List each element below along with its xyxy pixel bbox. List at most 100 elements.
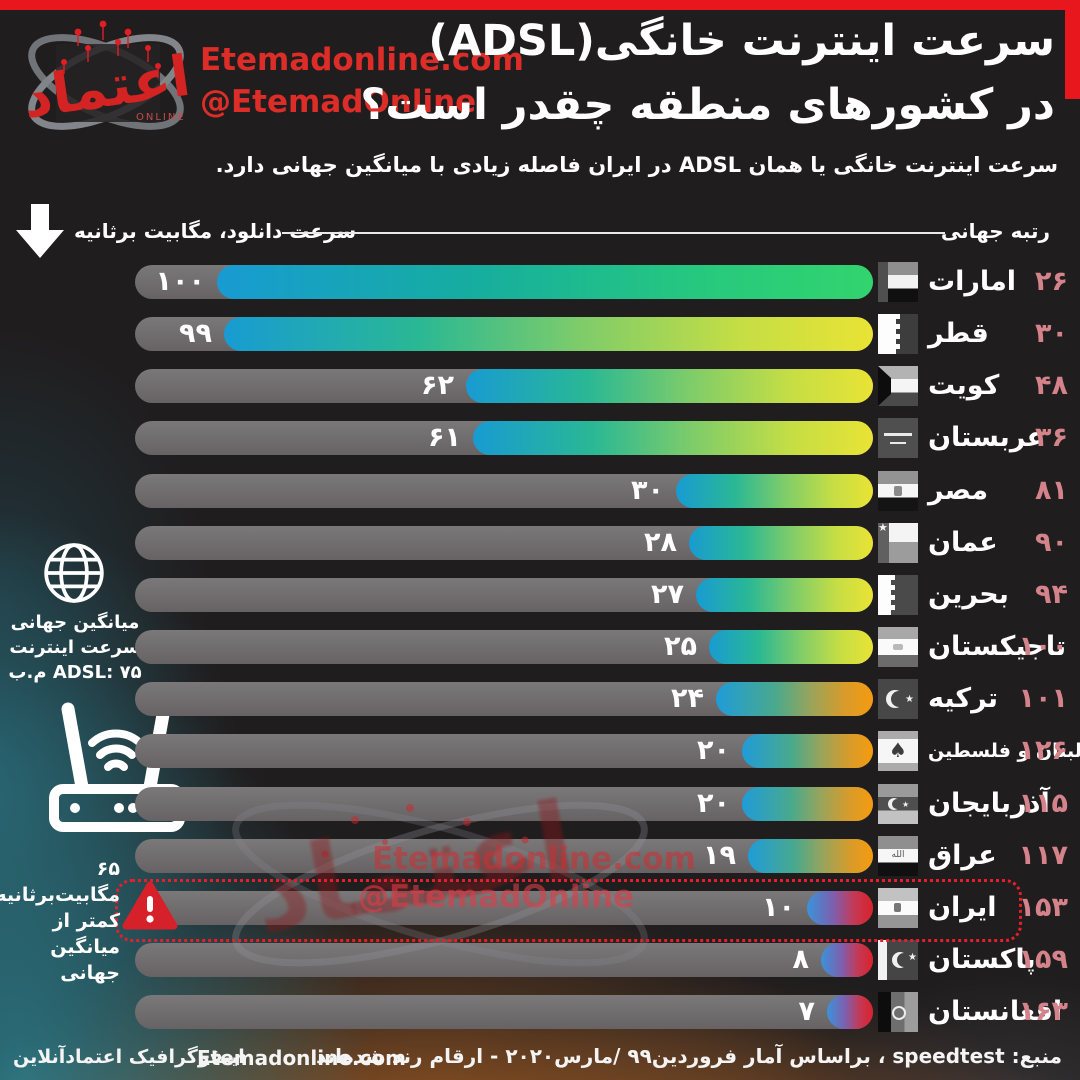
bar-value-label: ۹۹ [179, 318, 212, 349]
bar-row-iraq: ۱۹ الله عراق ۱۱۷ [0, 830, 1080, 882]
global-average-line1: میانگین جهانی [10, 612, 140, 633]
download-arrow-icon [16, 204, 64, 262]
country-name: ایران [928, 892, 997, 923]
globe-icon [41, 540, 107, 610]
flag-egypt-icon [878, 471, 918, 511]
global-average-line3: ADSL: ۷۵ م.ب [8, 662, 142, 683]
bar-value-label: ۶۱ [428, 422, 461, 453]
bar-value-label: ۲۸ [644, 527, 677, 558]
bar-fill [742, 734, 873, 768]
page-title-line2: در کشورهای منطقه چقدر است؟ [360, 80, 1055, 130]
flag-kuwait-icon [878, 366, 918, 406]
bar-value-label: ۱۰ [762, 892, 795, 923]
country-name: کویت [928, 370, 1000, 401]
country-name: لبنان و فلسطین [928, 740, 1080, 762]
bar-fill [748, 839, 873, 873]
router-icon [42, 693, 192, 847]
country-name: مصر [928, 475, 989, 506]
bar-value-label: ۲۷ [651, 579, 684, 610]
warning-triangle-icon [122, 880, 178, 936]
bar-track: ۲۷ [135, 578, 873, 612]
bar-fill [217, 265, 873, 299]
flag-lebanon-icon: ♠ [878, 731, 918, 771]
bar-row-saudi: ۶۱ عربستان ۳۶ [0, 412, 1080, 464]
bar-track: ۲۴ [135, 682, 873, 716]
country-name: آذربایجان [928, 788, 1050, 819]
flag-uae-icon [878, 262, 918, 302]
bar-track: ۹۹ [135, 317, 873, 351]
world-rank: ۸۱ [1035, 475, 1068, 506]
flag-bahrain-icon [878, 575, 918, 615]
bar-value-label: ۸ [792, 944, 809, 975]
bar-row-azerbaijan: ۲۰ ★ آذربایجان ۱۱۵ [0, 778, 1080, 830]
bar-row-qatar: ۹۹ قطر ۳۰ [0, 308, 1080, 360]
world-rank: ۱۱۷ [1018, 840, 1068, 871]
flag-qatar-icon [878, 314, 918, 354]
iran-gap-line1: ۶۵ مگابیت‌برثانیه [0, 858, 120, 906]
flag-pakistan-icon: ★ [878, 940, 918, 980]
flag-turkey-icon: ★ [878, 679, 918, 719]
bar-row-kuwait: ۶۲ کویت ۴۸ [0, 360, 1080, 412]
bar-row-uae: ۱۰۰ امارات ۲۶ [0, 256, 1080, 308]
bar-fill [742, 787, 873, 821]
country-name: عربستان [928, 422, 1046, 453]
bar-row-lebanon: ۲۰ ♠ لبنان و فلسطین ۱۲۶ [0, 725, 1080, 777]
world-rank: ۱۵۹ [1018, 944, 1068, 975]
bar-track: ۲۰ [135, 787, 873, 821]
top-right-red-strip [1065, 0, 1080, 99]
bar-track: ۲۸ [135, 526, 873, 560]
country-name: امارات [928, 266, 1017, 297]
world-rank: ۹۴ [1035, 579, 1068, 610]
flag-tajikistan-icon [878, 627, 918, 667]
bar-value-label: ۲۴ [671, 683, 704, 714]
flag-iran-icon [878, 888, 918, 928]
svg-text:ONLINE: ONLINE [136, 112, 186, 123]
bar-value-label: ۶۲ [421, 370, 454, 401]
iran-highlight-box [115, 879, 1022, 942]
bar-value-label: ۲۰ [697, 735, 730, 766]
world-rank: ۱۲۶ [1018, 735, 1068, 766]
bar-value-label: ۲۵ [664, 631, 697, 662]
world-rank: ۹۰ [1035, 527, 1068, 558]
world-rank: ۱۶۳ [1018, 996, 1068, 1027]
bar-row-afghanistan: ۷ افغانستان ۱۶۳ [0, 986, 1080, 1038]
world-rank: ۱۰۰ [1018, 631, 1068, 662]
country-name: افغانستان [928, 996, 1063, 1027]
country-name: تاجیکستان [928, 631, 1067, 662]
bar-fill [676, 474, 873, 508]
bar-row-egypt: ۳۰ مصر ۸۱ [0, 465, 1080, 517]
bar-fill [709, 630, 873, 664]
bar-track: ۶۲ [135, 369, 873, 403]
bar-track: ۸ [135, 943, 873, 977]
bar-track: ۷ [135, 995, 873, 1029]
bar-value-label: ۲۰ [697, 788, 730, 819]
world-rank: ۳۶ [1035, 422, 1068, 453]
flag-oman-icon: ★ [878, 523, 918, 563]
global-average-note: میانگین جهانی سرعت اینترنت ADSL: ۷۵ م.ب [0, 610, 150, 685]
country-name: ترکیه [928, 683, 999, 714]
global-average-line2: سرعت اینترنت [9, 637, 141, 658]
bar-row-tajikistan: ۲۵ تاجیکستان ۱۰۰ [0, 621, 1080, 673]
world-rank: ۱۰۱ [1018, 683, 1068, 714]
country-name: قطر [928, 318, 989, 349]
bar-track: ۱۰۰ [135, 265, 873, 299]
bar-value-label: ۷ [798, 996, 815, 1027]
bar-fill [716, 682, 873, 716]
bar-row-pakistan: ۸ ★ پاکستان ۱۵۹ [0, 934, 1080, 986]
flag-iraq-icon: الله [878, 836, 918, 876]
world-rank: ۴۸ [1035, 370, 1068, 401]
flag-saudi-icon [878, 418, 918, 458]
country-name: عمان [928, 527, 998, 558]
bar-fill [473, 421, 873, 455]
flag-afghanistan-icon [878, 992, 918, 1032]
bar-value-label: ۱۹ [703, 840, 736, 871]
bar-row-oman: ۲۸ ★ عمان ۹۰ [0, 517, 1080, 569]
iran-gap-note: ۶۵ مگابیت‌برثانیه کمتر از میانگین جهانی [0, 856, 120, 986]
brand-site-text: Etemadonline.com [200, 42, 524, 78]
page-title-line1: سرعت اینترنت خانگی(ADSL) [428, 16, 1055, 66]
iran-gap-line2: کمتر از [52, 910, 120, 932]
axis-download-label: سرعت دانلود، مگابیت برثانیه [74, 219, 357, 243]
flag-azerbaijan-icon: ★ [878, 784, 918, 824]
